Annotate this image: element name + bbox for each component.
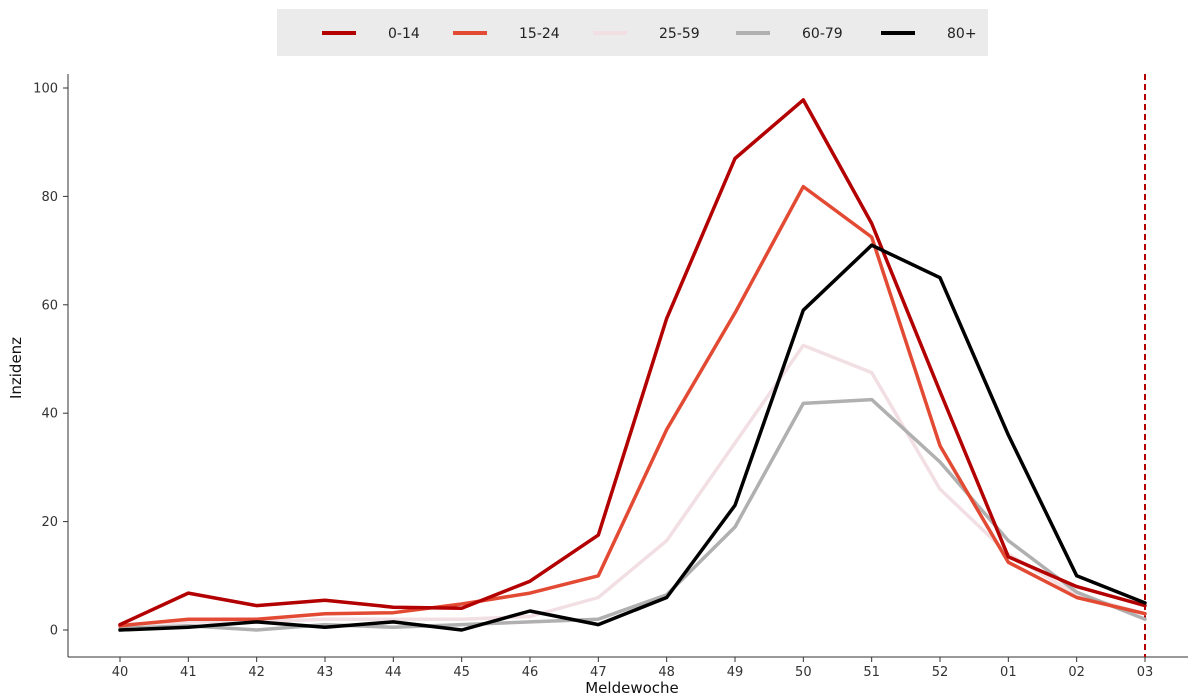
x-tick-label: 03: [1137, 665, 1154, 680]
x-tick-label: 45: [453, 665, 470, 680]
x-tick-label: 52: [932, 665, 949, 680]
series-line-80+: [118, 243, 1147, 632]
y-axis-title: Inzidenz: [7, 337, 25, 399]
legend-label: 80+: [947, 26, 977, 42]
y-tick-label: 40: [41, 407, 58, 422]
y-tick-label: 0: [50, 624, 58, 639]
x-tick-label: 48: [658, 665, 675, 680]
x-tick-label: 49: [727, 665, 744, 680]
x-tick-label: 41: [180, 665, 197, 680]
legend-background: [277, 9, 988, 56]
legend-label: 60-79: [802, 26, 843, 42]
y-ticks: 0 20 40 60 80 100: [33, 82, 68, 639]
legend-label: 15-24: [519, 26, 560, 42]
x-tick-label: 50: [795, 665, 812, 680]
axes: [67, 74, 1188, 658]
y-tick-label: 60: [41, 298, 58, 313]
y-tick-label: 100: [33, 82, 58, 97]
x-tick-label: 43: [317, 665, 334, 680]
series-line-0-14: [118, 98, 1147, 627]
series-lines: [118, 98, 1147, 632]
x-tick-label: 47: [590, 665, 607, 680]
legend-label: 25-59: [659, 26, 700, 42]
x-tick-label: 51: [863, 665, 880, 680]
y-tick-label: 80: [41, 190, 58, 205]
x-tick-label: 42: [248, 665, 265, 680]
x-tick-label: 44: [385, 665, 402, 680]
legend: 0-14 15-24 25-59 60-79 80+: [277, 9, 988, 56]
series-line-15-24: [118, 184, 1147, 628]
legend-label: 0-14: [388, 26, 420, 42]
x-axis-title: Meldewoche: [585, 679, 679, 697]
y-tick-label: 20: [41, 515, 58, 530]
x-tick-label: 02: [1068, 665, 1085, 680]
x-ticks: 40 41 42 43 44 45 46 47 48 49 50 51 52 01 02 03: [112, 657, 1154, 680]
x-tick-label: 40: [112, 665, 129, 680]
series-line-25-59: [118, 343, 1147, 627]
x-tick-label: 46: [522, 665, 539, 680]
x-tick-label: 01: [1000, 665, 1017, 680]
